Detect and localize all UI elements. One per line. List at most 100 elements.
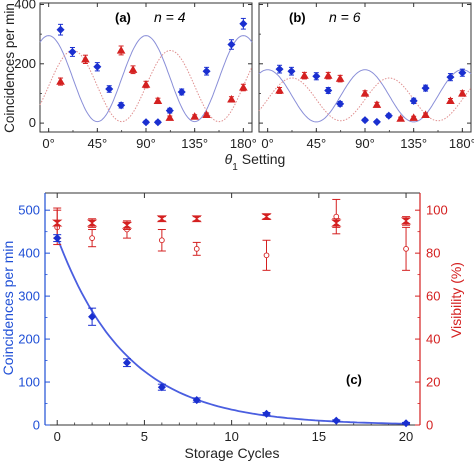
b-series0-point: [287, 67, 296, 76]
panel-c-visibility-open-point: [89, 235, 95, 241]
a-series1-point: [239, 83, 248, 91]
panel-b-ticks: 0° 45° 90° 135° 180°: [259, 3, 474, 151]
a-series1-point: [190, 112, 199, 120]
panel-c-x-tick-label: 10: [224, 429, 238, 444]
panel-c-visibility-filled-point: [191, 215, 202, 223]
a-fit-curve-0: [39, 35, 253, 123]
panel-a-fits: [39, 35, 253, 123]
a-series1-point: [116, 46, 126, 54]
b-series0-point: [372, 117, 381, 126]
b-series1-point: [409, 113, 418, 121]
a-x-tick-label: 90°: [136, 136, 156, 151]
b-x-tick-label: 45°: [306, 136, 326, 151]
panel-c-fit: [56, 236, 406, 425]
panel-c-coincidence-point: [262, 409, 271, 418]
panel-c-visibility-filled-point: [86, 219, 98, 227]
panel-a-annotation: n = 4: [154, 9, 186, 25]
panel-b-annotation: n = 6: [329, 9, 361, 25]
panel-c-x-tick-label: 20: [399, 429, 413, 444]
panel-c-left-y-tick-label: 0: [33, 418, 40, 433]
a-series0-point: [141, 118, 151, 127]
panel-c-axes: [44, 192, 421, 426]
a-series1-point: [165, 113, 175, 121]
b-series1-point: [458, 89, 467, 97]
panel-c-left-y-tick-label: 400: [18, 246, 40, 261]
a-x-tick-label: 180°: [230, 136, 257, 151]
panel-b-fits: [258, 69, 472, 123]
a-series1-point: [153, 96, 163, 105]
panel-c-x-axis-label: Storage Cycles: [185, 445, 280, 461]
panel-a-frame: [39, 2, 253, 133]
b-series0-point: [446, 73, 455, 82]
a-y-tick-label: 200: [14, 56, 36, 71]
panel-c-visibility-filled-point: [52, 219, 63, 227]
a-y-tick-label: 0: [29, 115, 36, 130]
panel-c-visibility-filled-point: [121, 221, 133, 229]
a-series0-point: [177, 87, 186, 96]
b-fit-curve-0: [258, 69, 472, 123]
b-series0-point: [458, 68, 467, 77]
panel-c-left-y-tick-label: 200: [18, 332, 40, 347]
b-series0-point: [421, 84, 430, 93]
panel-c-x-tick-label: 0: [54, 429, 61, 444]
b-series1-point: [372, 100, 382, 108]
b-x-tick-label: 90°: [355, 136, 375, 151]
panel-c-right-y-tick-label: 40: [426, 332, 440, 347]
a-series0-point: [93, 62, 102, 71]
b-series0-point: [360, 116, 370, 125]
a-series1-point: [56, 77, 65, 85]
b-x-tick-label: 180°: [449, 136, 474, 151]
panel-c-exponential-fit: [56, 236, 406, 425]
panel-c-coincidence-point: [402, 419, 411, 428]
panel-c-visibility-filled-point: [156, 215, 168, 223]
a-series0-point: [105, 84, 114, 94]
b-series1-point: [300, 71, 309, 79]
panel-b-label: (b): [289, 10, 306, 25]
b-series1-point: [323, 71, 333, 79]
panel-c-coincidence-marks: [53, 234, 411, 428]
panel-c-right-y-tick-label: 80: [426, 246, 440, 261]
b-series1-point: [335, 74, 345, 82]
b-series0-point: [336, 99, 345, 108]
a-x-tick-label: 0°: [42, 136, 54, 151]
a-series0-point: [68, 47, 77, 56]
panel-c-coincidence-point: [332, 416, 341, 425]
b-series1-point: [360, 89, 370, 97]
panel-c-coincidence-point: [53, 234, 62, 243]
b-series0-point: [275, 65, 284, 74]
a-series0-point: [56, 25, 65, 34]
b-series1-point: [396, 114, 406, 122]
b-series0-point: [312, 72, 321, 81]
panel-c-visibility-open-point: [193, 246, 200, 252]
b-fit-curve-1: [258, 77, 472, 122]
a-y-tick-label: 400: [14, 0, 36, 11]
panel-a-ticks: 0° 45° 90° 135° 180° 0 200 400: [14, 0, 256, 151]
a-series1-point: [141, 80, 151, 88]
panel-a: 0° 45° 90° 135° 180° 0 200 400 (a) n = 4: [14, 0, 256, 151]
panel-c-label: (c): [346, 372, 362, 387]
panel-c-coincidence-point: [157, 383, 166, 392]
b-x-tick-label: 135°: [400, 136, 427, 151]
panel-a-marks: [56, 17, 248, 127]
panel-c-visibility-open-point: [263, 252, 270, 259]
a-series0-point: [117, 101, 126, 110]
panel-c-right-y-tick-label: 60: [426, 289, 440, 304]
panel-c-visibility-filled-point: [331, 219, 342, 227]
b-x-tick-label: 0°: [261, 136, 273, 151]
panel-c-coincidence-point: [88, 312, 97, 321]
panel-b-marks: [275, 64, 467, 126]
a-series0-point: [227, 40, 236, 49]
panel-c-visibility-open-point: [403, 246, 409, 252]
a-x-tick-label: 45°: [87, 136, 107, 151]
panel-c-left-y-tick-label: 100: [18, 375, 40, 390]
panel-c-left-y-axis-label: Coincidences per min: [0, 241, 16, 376]
panel-a-label: (a): [115, 10, 131, 25]
b-series0-point: [324, 86, 333, 95]
b-series1-point: [446, 96, 455, 105]
panel-c-x-tick-label: 15: [312, 429, 326, 444]
a-series0-point: [239, 19, 248, 28]
a-series0-point: [202, 67, 211, 76]
